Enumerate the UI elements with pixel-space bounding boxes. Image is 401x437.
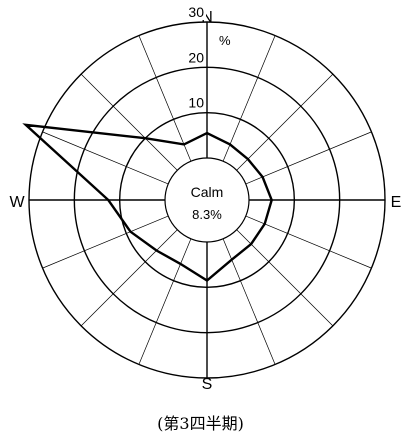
ring-label-bg [186,3,206,20]
spoke-ese [245,215,372,269]
spoke-ssw [138,238,192,365]
ring-label-bg [186,48,206,66]
ring-10 [118,111,296,289]
spoke-ne [236,73,334,171]
wind-rose-chart: N E S W Calm 8.3% 10 20 30% [9,3,401,393]
spoke-sse [222,238,276,365]
frequency-polygon [22,123,273,282]
calm-label: Calm [191,184,224,200]
ring-label-30: 30 [188,4,204,20]
label-layer: N E S W Calm 8.3% 10 20 30% [9,3,401,393]
calm-circle [164,157,250,243]
ring-30 [28,21,386,379]
label-west: W [9,194,25,211]
ring-label-20: 20 [188,49,204,65]
chart-grid [28,21,386,379]
spoke-nw [80,73,178,171]
spoke-wsw [42,215,169,269]
spoke-wnw [42,131,169,185]
spoke-se [236,229,334,327]
calm-value: 8.3% [192,207,222,222]
period-caption: (第3四半期) [157,414,244,433]
spoke-sw [80,229,178,327]
ring-label-bg [186,93,206,111]
ring-20 [73,66,341,334]
label-north: N [201,9,213,26]
spoke-nnw [138,35,192,162]
spoke-ene [245,131,372,185]
spoke-nne [222,35,276,162]
ring-label-10: 10 [188,95,204,111]
label-east: E [391,194,401,211]
unit-label: % [219,33,231,48]
data-layer [22,123,273,282]
label-south: S [202,376,213,393]
